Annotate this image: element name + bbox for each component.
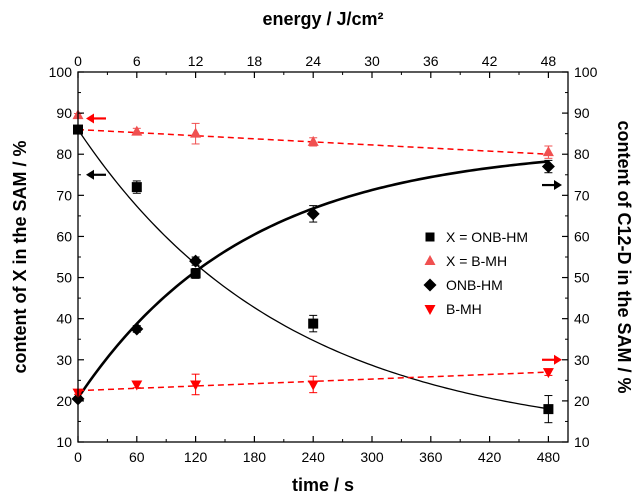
x-top-tick-label: 30 xyxy=(364,53,380,69)
data-point-triangle-up xyxy=(542,146,554,157)
x-axis-bottom-title: time / s xyxy=(292,475,354,495)
data-point-diamond xyxy=(130,322,144,336)
y-right-tick-label: 50 xyxy=(574,270,590,286)
y-axis-left-title: content of X in the SAM / % xyxy=(10,141,30,374)
x-bottom-tick-label: 120 xyxy=(184,449,208,465)
data-point-diamond xyxy=(541,160,555,174)
y-left-tick-label: 60 xyxy=(56,228,72,244)
axis-indicator-arrows xyxy=(86,113,562,365)
y-right-tick-label: 90 xyxy=(574,105,590,121)
fit-curves xyxy=(76,128,549,410)
data-point-square xyxy=(543,404,554,415)
legend-label: B-MH xyxy=(446,301,482,317)
x-bottom-tick-label: 300 xyxy=(360,449,384,465)
x-top-tick-label: 24 xyxy=(305,53,321,69)
fit-curve xyxy=(77,129,549,410)
y-left-tick-label: 20 xyxy=(56,393,72,409)
data-point-square xyxy=(425,232,435,242)
x-bottom-tick-label: 180 xyxy=(243,449,267,465)
y-right-tick-label: 70 xyxy=(574,187,590,203)
x-axis-top-title: energy / J/cm² xyxy=(262,9,383,29)
y-left-tick-label: 70 xyxy=(56,187,72,203)
axis-arrow-head xyxy=(554,180,562,191)
axis-arrow-head xyxy=(554,354,562,365)
data-point-triangle-up xyxy=(307,135,319,146)
x-top-tick-label: 36 xyxy=(423,53,439,69)
axis-ticks: 0 60 120 180 240 300 360 420 480 0 6 12 18 24 30 36 42 48… xyxy=(49,53,598,465)
y-left-tick-label: 40 xyxy=(56,311,72,327)
data-point-triangle-down xyxy=(542,368,554,379)
legend-label: X = B-MH xyxy=(446,253,507,269)
data-point-triangle-up xyxy=(190,127,202,138)
data-point-diamond xyxy=(306,207,320,221)
y-left-tick-label: 100 xyxy=(49,64,73,80)
x-bottom-tick-label: 60 xyxy=(129,449,145,465)
y-left-tick-label: 10 xyxy=(56,434,72,450)
legend: X = ONB-HM X = B-MH ONB-HM B-MH xyxy=(423,229,528,317)
y-right-tick-label: 40 xyxy=(574,311,590,327)
y-right-tick-label: 30 xyxy=(574,352,590,368)
x-top-tick-label: 18 xyxy=(247,53,263,69)
axis-arrow-head xyxy=(86,169,94,180)
x-bottom-tick-label: 240 xyxy=(302,449,326,465)
x-top-tick-label: 0 xyxy=(74,53,82,69)
y-right-tick-label: 20 xyxy=(574,393,590,409)
y-right-tick-label: 10 xyxy=(574,434,590,450)
x-bottom-tick-label: 480 xyxy=(537,449,561,465)
data-point-triangle-down xyxy=(424,305,436,315)
x-top-tick-label: 42 xyxy=(482,53,498,69)
y-left-tick-label: 50 xyxy=(56,270,72,286)
y-left-tick-label: 30 xyxy=(56,352,72,368)
x-top-tick-label: 48 xyxy=(541,53,557,69)
data-point-triangle-up xyxy=(424,255,436,265)
y-left-tick-label: 90 xyxy=(56,105,72,121)
data-point-triangle-down xyxy=(131,380,143,391)
data-point-square xyxy=(190,268,201,279)
data-point-square xyxy=(308,318,319,329)
data-point-square xyxy=(131,182,142,193)
axis-arrow-head xyxy=(86,113,94,124)
y-axis-right-title: content of C12-D in the SAM / % xyxy=(614,120,634,393)
data-point-diamond xyxy=(423,278,437,292)
data-point-triangle-up xyxy=(131,125,143,136)
x-bottom-tick-label: 0 xyxy=(74,449,82,465)
y-right-tick-label: 100 xyxy=(574,64,598,80)
x-bottom-tick-label: 420 xyxy=(478,449,502,465)
y-left-tick-label: 80 xyxy=(56,146,72,162)
y-right-tick-label: 80 xyxy=(574,146,590,162)
x-top-tick-label: 12 xyxy=(188,53,204,69)
data-point-triangle-down xyxy=(190,380,202,391)
data-point-triangle-down xyxy=(307,380,319,391)
legend-label: X = ONB-HM xyxy=(446,229,528,245)
x-top-tick-label: 6 xyxy=(133,53,141,69)
x-bottom-tick-label: 360 xyxy=(419,449,443,465)
legend-label: ONB-HM xyxy=(446,277,503,293)
y-right-tick-label: 60 xyxy=(574,228,590,244)
data-point-diamond xyxy=(189,254,203,268)
